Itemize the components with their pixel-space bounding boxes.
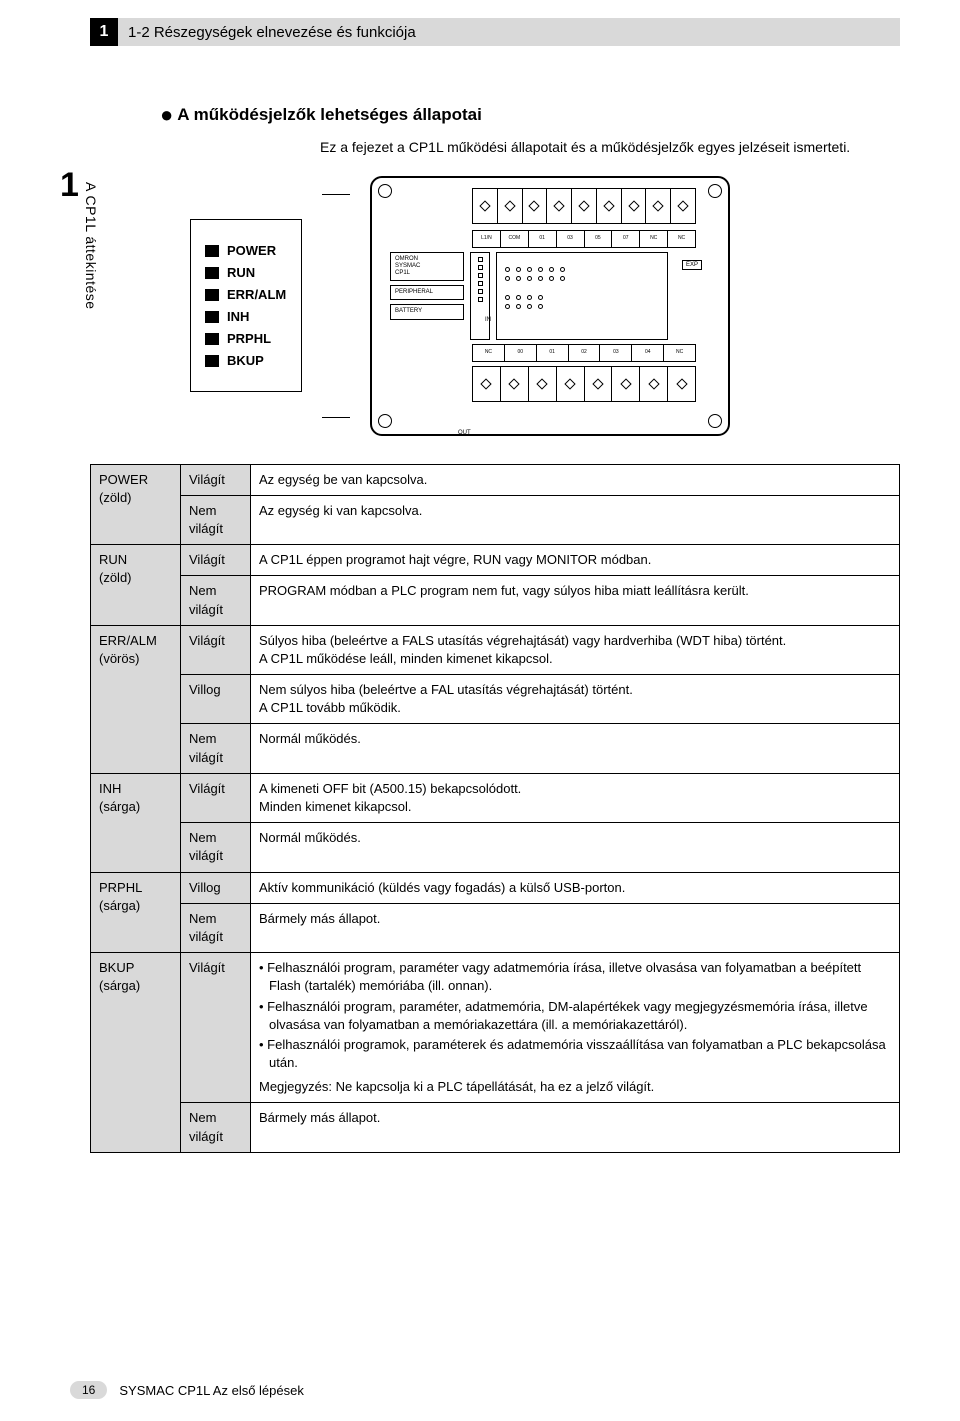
led-label: INH <box>227 309 249 324</box>
desc-cell: Súlyos hiba (beleértve a FALS utasítás v… <box>251 625 900 674</box>
desc-cell: Az egység be van kapcsolva. <box>251 464 900 495</box>
state-cell: Nem világít <box>181 724 251 773</box>
table-row: Nem világít Bármely más állapot. <box>91 1103 900 1152</box>
led-icon <box>205 267 219 279</box>
footer-text: SYSMAC CP1L Az első lépések <box>119 1383 304 1398</box>
state-cell: Nem világít <box>181 576 251 625</box>
lead-line <box>322 176 350 436</box>
note-text: Megjegyzés: Ne kapcsolja ki a PLC tápell… <box>259 1078 891 1096</box>
table-row: Nem világít PROGRAM módban a PLC program… <box>91 576 900 625</box>
state-cell: Nem világít <box>181 823 251 872</box>
desc-cell: PROGRAM módban a PLC program nem fut, va… <box>251 576 900 625</box>
subsection-heading-text: A működésjelzők lehetséges állapotai <box>177 105 482 124</box>
page-footer: 16 SYSMAC CP1L Az első lépések <box>70 1381 304 1399</box>
led-indicator-panel: POWER RUN ERR/ALM INH PRPHL BKUP <box>190 219 302 392</box>
side-tab-number: 1 <box>60 168 79 202</box>
list-item: • Felhasználói program, paraméter vagy a… <box>259 959 891 995</box>
battery-label: BATTERY <box>390 304 464 319</box>
page-number: 16 <box>70 1381 107 1399</box>
desc-cell: Nem súlyos hiba (beleértve a FAL utasítá… <box>251 675 900 724</box>
exp-label: EXP <box>682 260 702 270</box>
mount-hole-icon <box>378 414 392 428</box>
state-cell: Világít <box>181 625 251 674</box>
state-cell: Villog <box>181 675 251 724</box>
out-label: OUT <box>458 430 471 436</box>
state-cell: Nem világít <box>181 903 251 952</box>
mount-hole-icon <box>708 414 722 428</box>
list-item: • Felhasználói program, paraméter, adatm… <box>259 998 891 1034</box>
indicator-name-cell: INH(sárga) <box>91 773 181 872</box>
table-row: BKUP(sárga) Világít • Felhasználói progr… <box>91 953 900 1103</box>
indicator-name-cell: ERR/ALM(vörös) <box>91 625 181 773</box>
side-tab-label: A CP1L áttekintése <box>83 182 99 310</box>
desc-cell: Bármely más állapot. <box>251 1103 900 1152</box>
mount-hole-icon <box>378 184 392 198</box>
state-cell: Világít <box>181 773 251 822</box>
plc-diagram: L1/NCOM01030507NCNC EXP OMRON SYSMAC CP1… <box>370 176 730 436</box>
led-label: BKUP <box>227 353 264 368</box>
side-tab: 1 A CP1L áttekintése <box>60 168 115 310</box>
desc-cell: Normál működés. <box>251 724 900 773</box>
table-row: POWER(zöld) Világít Az egység be van kap… <box>91 464 900 495</box>
indicator-states-table: POWER(zöld) Világít Az egység be van kap… <box>90 464 900 1153</box>
desc-cell: Az egység ki van kapcsolva. <box>251 495 900 544</box>
mount-hole-icon <box>708 184 722 198</box>
led-label: PRPHL <box>227 331 271 346</box>
led-label: POWER <box>227 243 276 258</box>
subsection-heading: ●A működésjelzők lehetséges állapotai <box>160 102 900 128</box>
desc-cell: A kimeneti OFF bit (A500.15) bekapcsolód… <box>251 773 900 822</box>
intro-text: Ez a fejezet a CP1L működési állapotait … <box>320 138 900 158</box>
terminal-label-strip: L1/NCOM01030507NCNC <box>472 230 696 248</box>
table-row: PRPHL(sárga) Villog Aktív kommunikáció (… <box>91 872 900 903</box>
indicator-name-cell: PRPHL(sárga) <box>91 872 181 953</box>
state-cell: Villog <box>181 872 251 903</box>
indicator-name-cell: BKUP(sárga) <box>91 953 181 1153</box>
state-cell: Nem világít <box>181 1103 251 1152</box>
state-cell: Nem világít <box>181 495 251 544</box>
in-label: IN <box>485 317 491 323</box>
desc-cell: Aktív kommunikáció (küldés vagy fogadás)… <box>251 872 900 903</box>
diagram-area: POWER RUN ERR/ALM INH PRPHL BKUP L1/NCOM… <box>190 176 900 436</box>
table-row: INH(sárga) Világít A kimeneti OFF bit (A… <box>91 773 900 822</box>
bottom-terminal-strip <box>472 366 696 402</box>
indicator-name-cell: RUN(zöld) <box>91 545 181 626</box>
brand-label: OMRON SYSMAC CP1L <box>390 252 464 282</box>
indicator-name-cell: POWER(zöld) <box>91 464 181 545</box>
led-icon <box>205 289 219 301</box>
state-cell: Világít <box>181 464 251 495</box>
led-icon <box>205 311 219 323</box>
desc-cell: A CP1L éppen programot hajt végre, RUN v… <box>251 545 900 576</box>
out-label-strip: NC0001020304NC <box>472 344 696 362</box>
bullet-icon: ● <box>160 102 173 127</box>
table-row: Villog Nem súlyos hiba (beleértve a FAL … <box>91 675 900 724</box>
led-icon <box>205 355 219 367</box>
led-label: RUN <box>227 265 255 280</box>
io-area: IN <box>496 252 668 340</box>
list-item: • Felhasználói programok, paraméterek és… <box>259 1036 891 1072</box>
desc-cell: • Felhasználói program, paraméter vagy a… <box>251 953 900 1103</box>
table-row: Nem világít Bármely más állapot. <box>91 903 900 952</box>
table-row: RUN(zöld) Világít A CP1L éppen programot… <box>91 545 900 576</box>
led-label: ERR/ALM <box>227 287 286 302</box>
led-icon <box>205 333 219 345</box>
indicator-cluster <box>470 252 490 340</box>
desc-cell: Bármely más állapot. <box>251 903 900 952</box>
table-row: Nem világít Normál működés. <box>91 823 900 872</box>
table-row: Nem világít Normál működés. <box>91 724 900 773</box>
peripheral-label: PERIPHERAL <box>390 285 464 300</box>
table-row: Nem világít Az egység ki van kapcsolva. <box>91 495 900 544</box>
led-icon <box>205 245 219 257</box>
desc-cell: Normál működés. <box>251 823 900 872</box>
table-row: ERR/ALM(vörös) Világít Súlyos hiba (bele… <box>91 625 900 674</box>
section-header: 1 1-2 Részegységek elnevezése és funkció… <box>90 18 900 46</box>
section-number: 1 <box>90 18 118 46</box>
state-cell: Világít <box>181 953 251 1103</box>
section-title: 1-2 Részegységek elnevezése és funkciója <box>118 18 900 46</box>
top-terminal-strip <box>472 188 696 224</box>
state-cell: Világít <box>181 545 251 576</box>
